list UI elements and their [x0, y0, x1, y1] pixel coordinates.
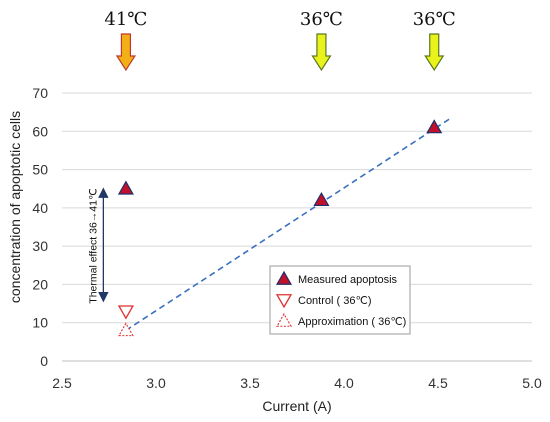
- legend-marker: [275, 270, 293, 285]
- y-tick-labels: 0 10 20 30 40 50 60 70: [32, 85, 48, 369]
- temperature-label: 41℃: [104, 9, 147, 30]
- legend-marker: [276, 312, 292, 327]
- y-tick-label: 40: [32, 200, 48, 216]
- x-tick-label: 5.0: [522, 375, 542, 391]
- y-tick-label: 50: [32, 162, 48, 178]
- thermal-effect-annotation: Thermal effect 36→41℃: [87, 187, 109, 304]
- legend: Measured apoptosis Control ( 36℃) Approxim…: [269, 265, 411, 335]
- data-point: [117, 305, 135, 320]
- legend-label: Approximation ( 36℃): [298, 316, 406, 328]
- temperature-markers: 41℃ 36℃ 36℃: [104, 9, 456, 72]
- trendline-group: [125, 117, 452, 332]
- data-points: [117, 119, 443, 337]
- data-point: [313, 191, 330, 207]
- x-tick-labels: 2.5 3.0 3.5 4.0 4.5 5.0: [52, 375, 542, 391]
- temperature-label: 36℃: [300, 9, 343, 30]
- x-tick-label: 2.5: [52, 375, 72, 391]
- x-tick-label: 4.0: [334, 375, 354, 391]
- y-tick-label: 70: [32, 85, 48, 101]
- down-arrow-icon: [424, 33, 445, 72]
- x-axis-title: Current (A): [262, 398, 331, 414]
- trendline: [125, 117, 452, 332]
- annotation-label: Thermal effect 36→41℃: [87, 188, 99, 304]
- data-point: [426, 119, 443, 134]
- legend-box: [269, 265, 411, 335]
- x-tick-label: 3.5: [240, 375, 260, 391]
- down-arrow-icon: [311, 33, 332, 72]
- x-tick-label: 4.5: [428, 375, 448, 391]
- y-tick-label: 20: [32, 276, 48, 292]
- y-tick-label: 30: [32, 238, 48, 254]
- temperature-label: 36℃: [413, 9, 456, 30]
- legend-marker: [275, 294, 293, 309]
- x-tick-label: 3.0: [146, 375, 166, 391]
- data-point: [117, 322, 134, 337]
- y-axis-title: concentration of apoptotic cells: [7, 111, 23, 303]
- data-point: [117, 180, 134, 195]
- legend-label: Measured apoptosis: [298, 274, 398, 286]
- y-tick-label: 0: [40, 353, 48, 369]
- y-tick-label: 60: [32, 123, 48, 139]
- down-arrow-icon: [115, 33, 137, 72]
- y-tick-label: 10: [32, 315, 48, 331]
- legend-label: Control ( 36℃): [298, 295, 372, 307]
